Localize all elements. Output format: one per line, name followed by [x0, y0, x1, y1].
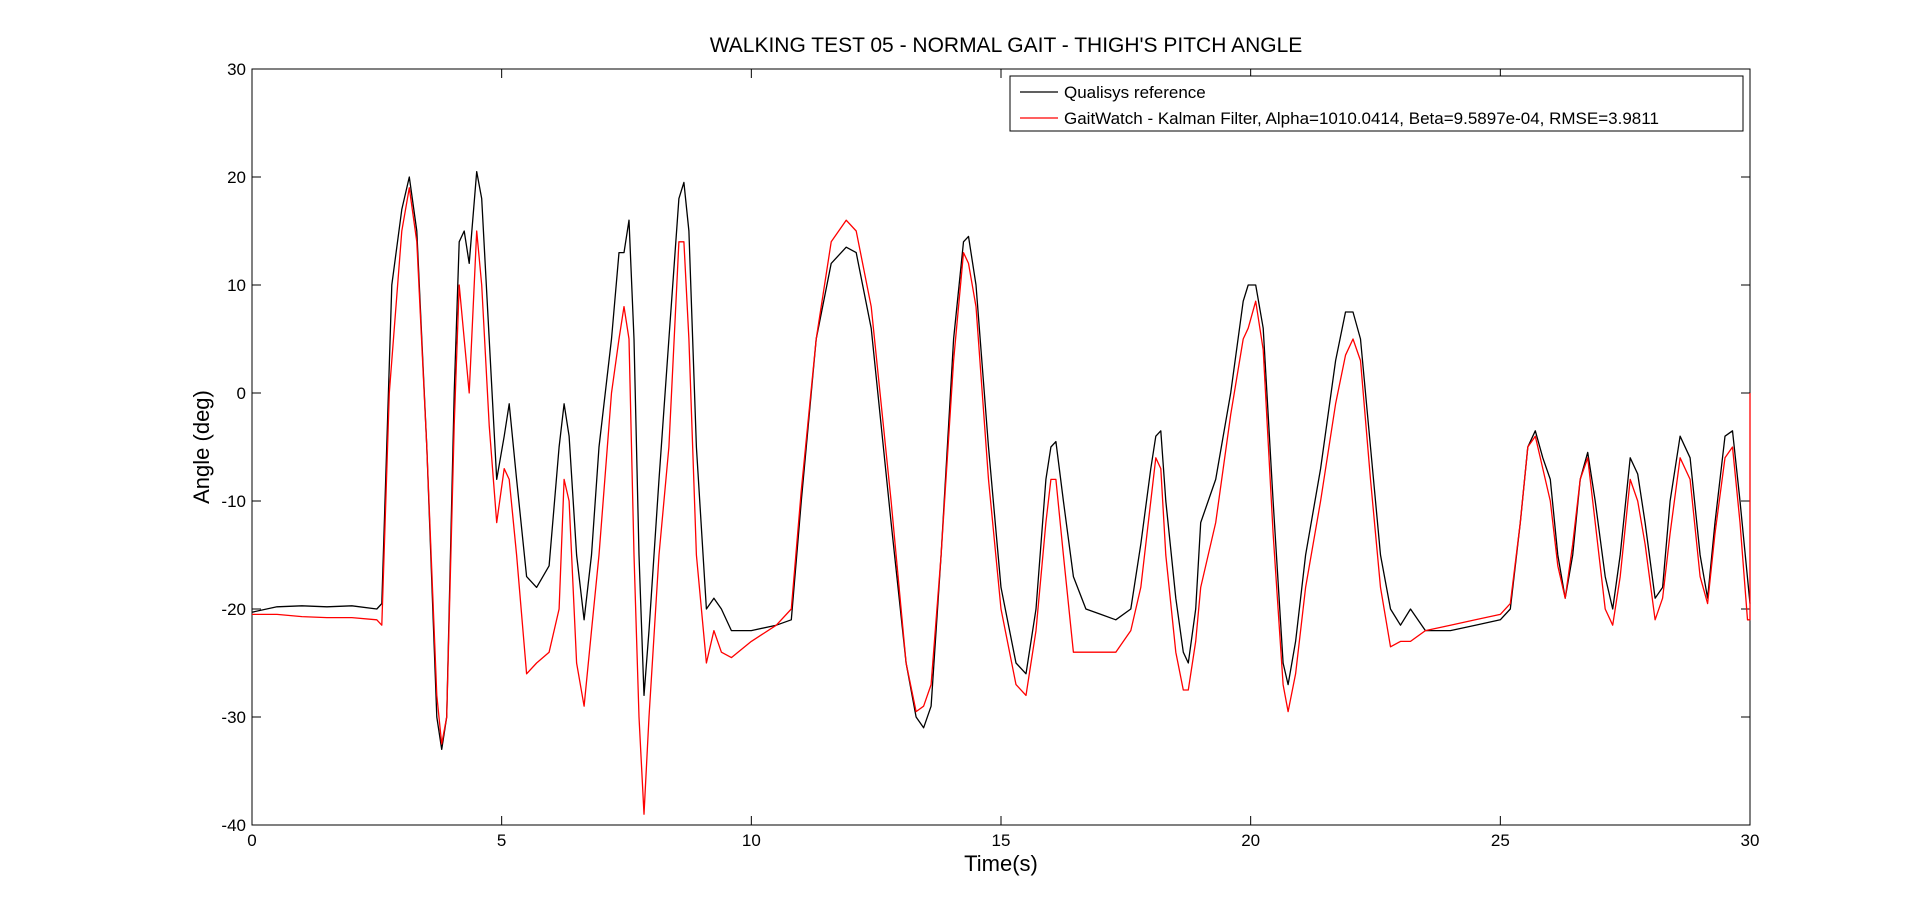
chart-title: WALKING TEST 05 - NORMAL GAIT - THIGH'S … — [710, 34, 1303, 57]
y-tick-label: -20 — [221, 600, 246, 619]
y-tick-label: -10 — [221, 492, 246, 511]
x-tick-label: 30 — [1741, 831, 1760, 850]
legend-box — [1009, 75, 1744, 132]
y-tick-label: 30 — [227, 60, 246, 79]
y-tick-label: 0 — [237, 384, 246, 403]
x-tick-label: 5 — [497, 831, 506, 850]
y-tick-label: -40 — [221, 816, 246, 835]
y-tick-label: 10 — [227, 276, 246, 295]
y-tick-label: -30 — [221, 708, 246, 727]
y-tick-label: 20 — [227, 168, 246, 187]
y-axis: -40 -30 -20 -10 0 10 20 30 — [221, 60, 1750, 835]
x-tick-label: 15 — [992, 831, 1011, 850]
y-axis-label: Angle (deg) — [189, 390, 214, 504]
legend: Qualisys reference GaitWatch - Kalman Fi… — [1009, 75, 1744, 132]
legend-label-qualisys: Qualisys reference — [1064, 83, 1206, 102]
x-tick-label: 10 — [742, 831, 761, 850]
x-axis-label: Time(s) — [964, 851, 1038, 876]
series-line-gaitwatch — [252, 187, 1751, 815]
series-line-qualisys — [251, 170, 1751, 751]
x-tick-label: 25 — [1491, 831, 1510, 850]
legend-label-gaitwatch: GaitWatch - Kalman Filter, Alpha=1010.04… — [1064, 109, 1659, 128]
x-tick-label: 0 — [247, 831, 256, 850]
x-axis: 0 5 10 15 20 25 30 — [247, 69, 1759, 850]
series-layer — [251, 170, 1751, 815]
x-tick-label: 20 — [1241, 831, 1260, 850]
